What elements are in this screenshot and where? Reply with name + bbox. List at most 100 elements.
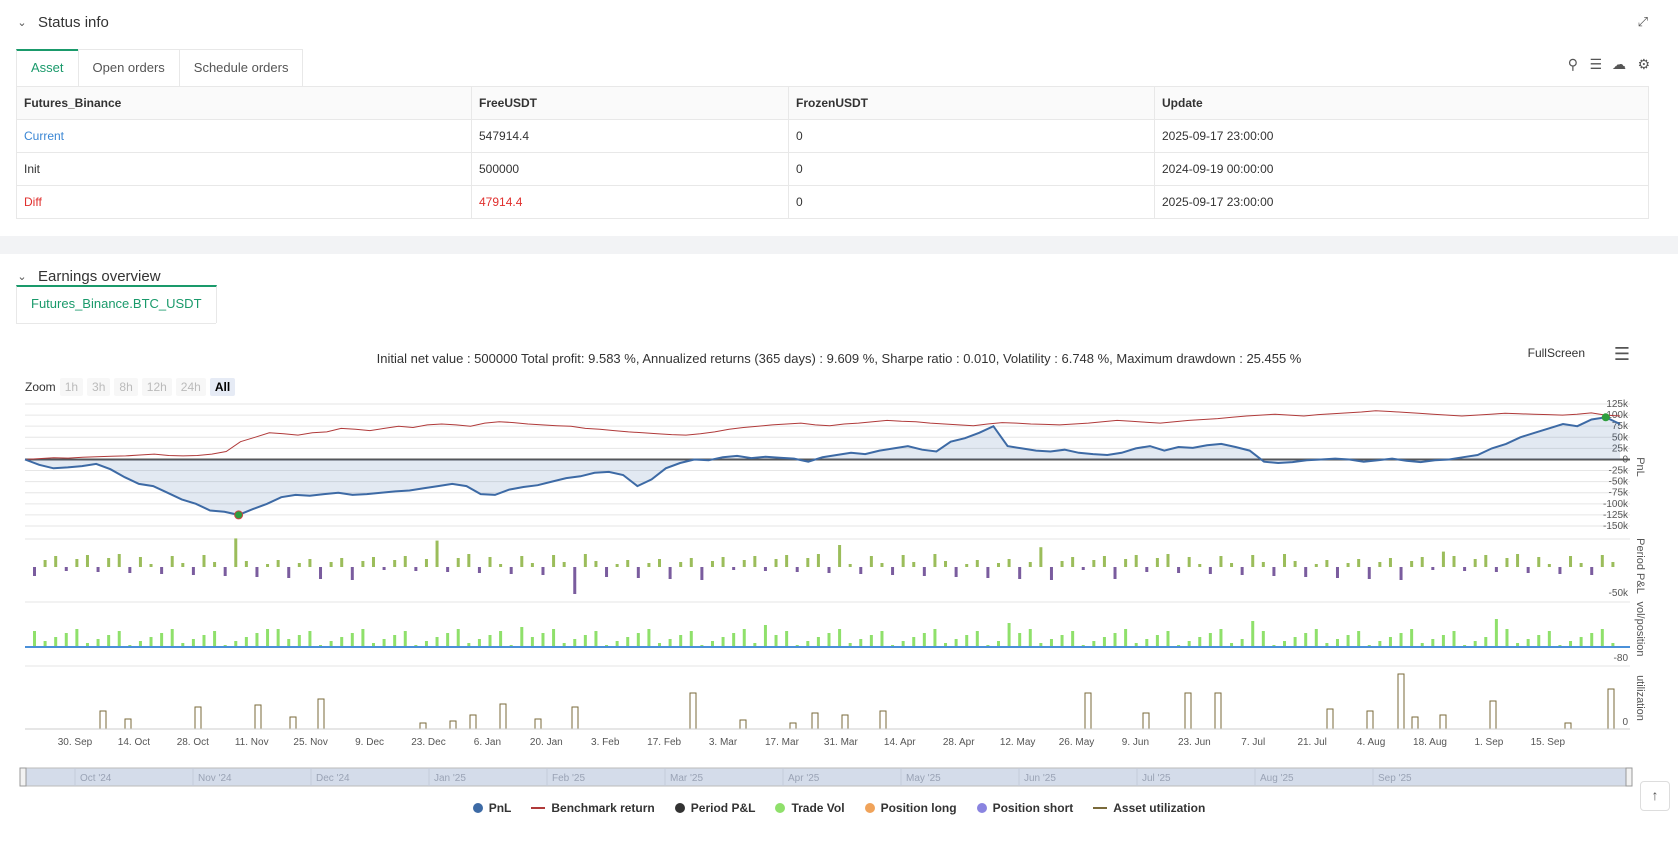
collapse-icon[interactable]: ⤢ [1637, 14, 1648, 29]
zoom-1h-button[interactable]: 1h [59, 378, 84, 396]
pnl-tick-label: 75k [1612, 421, 1629, 432]
status-info-title: Status info [38, 14, 109, 31]
period-pnl-bar [1304, 567, 1308, 577]
period-pnl-bar [806, 558, 810, 567]
period-pnl-bar [1134, 555, 1138, 567]
period-pnl-bar [1124, 559, 1128, 567]
legend-item-asset-utilization[interactable]: Asset utilization [1093, 801, 1205, 815]
earnings-title: Earnings overview [38, 268, 161, 285]
period-pnl-bar [1367, 567, 1371, 579]
period-pnl-bar [679, 562, 683, 567]
benchmark-line-icon [531, 807, 546, 809]
x-tick-label: 14. Apr [884, 737, 916, 748]
trade-vol-bar [530, 637, 534, 647]
status-info-header[interactable]: ⌄ Status info [16, 14, 109, 31]
trade-vol-bar [1018, 633, 1022, 647]
period-pnl-bar [297, 563, 301, 567]
chevron-down-icon[interactable]: ⌄ [17, 271, 27, 283]
period-pnl-bar [848, 564, 852, 567]
zoom-all-button[interactable]: All [209, 378, 236, 396]
earnings-chart[interactable]: 125k100k75k50k25k0-25k-50k-75k-100k-125k… [0, 254, 1678, 859]
period-pnl-bar [509, 567, 513, 574]
trade-vol-bar [287, 639, 291, 647]
earnings-header[interactable]: ⌄ Earnings overview [16, 268, 161, 285]
trade-vol-bar [912, 637, 916, 647]
period-pnl-bar [1283, 554, 1287, 567]
list-icon[interactable]: ☰ [1589, 56, 1602, 72]
trade-vol-bar [1134, 643, 1138, 647]
period-pnl-bar [1526, 567, 1530, 573]
trade-vol-bar [732, 633, 736, 647]
performance-stats: Initial net value : 500000 Total profit:… [376, 351, 1302, 366]
period-pnl-bar [965, 564, 969, 567]
trade-vol-bar [1071, 631, 1075, 647]
trade-vol-bar [933, 629, 937, 647]
tab-asset[interactable]: Asset [16, 49, 79, 87]
period-pnl-bar [1357, 559, 1361, 567]
gear-icon[interactable]: ⚙ [1637, 56, 1650, 72]
period-pnl-bar [1388, 558, 1392, 567]
pnl-dot-icon [472, 803, 483, 813]
search-icon[interactable]: ⚲ [1567, 56, 1578, 72]
legend-item-period-pnl[interactable]: Period P&L [674, 801, 755, 815]
menu-icon[interactable]: ☰ [1613, 344, 1630, 364]
period-pnl-bar [1569, 556, 1573, 567]
trade-vol-bar [1547, 631, 1551, 647]
legend-item-pnl[interactable]: PnL [472, 801, 511, 815]
period-pnl-bar [1579, 563, 1583, 567]
legend-item-position-short[interactable]: Position short [976, 801, 1073, 815]
navigator-label: Aug '25 [1260, 773, 1294, 784]
trade-vol-bar [350, 633, 354, 647]
period-pnl-bar [446, 567, 450, 572]
trade-vol-bar [54, 637, 58, 647]
period-pnl-bar [732, 567, 736, 570]
legend-item-trade-vol[interactable]: Trade Vol [775, 801, 845, 815]
chevron-down-icon[interactable]: ⌄ [17, 17, 27, 29]
zoom-3h-button[interactable]: 3h [87, 378, 111, 396]
legend-label: Benchmark return [551, 801, 655, 815]
x-tick-label: 31. Mar [824, 737, 859, 748]
zoom-24h-button[interactable]: 24h [175, 378, 206, 396]
scroll-top-button[interactable]: ↑ [1640, 781, 1670, 811]
x-tick-label: 1. Sep [1474, 737, 1503, 748]
trade-vol-bar [467, 643, 471, 647]
period-pnl-bar [361, 561, 365, 567]
fullscreen-button[interactable]: FullScreen [1527, 346, 1585, 360]
period-pnl-bar [700, 567, 704, 580]
row-label-current[interactable]: Current [16, 119, 472, 153]
zoom-8h-button[interactable]: 8h [114, 378, 138, 396]
legend-item-benchmark[interactable]: Benchmark return [531, 801, 655, 815]
header-exchange: Futures_Binance [16, 86, 472, 120]
trade-vol-bar [1420, 643, 1424, 647]
period-pnl-bar [1335, 567, 1339, 578]
trade-vol-bar [1526, 639, 1530, 647]
cell: 547914.4 [471, 119, 789, 153]
period-pnl-bar [944, 561, 948, 567]
asset-utilization-bar [1439, 714, 1447, 730]
trade-vol-bar [1473, 641, 1477, 647]
period-pnl-bar [1484, 555, 1488, 567]
period-dot-icon [674, 803, 685, 813]
tab-schedule-orders[interactable]: Schedule orders [178, 49, 304, 86]
period-pnl-bar [541, 567, 545, 575]
x-tick-label: 20. Jan [530, 737, 563, 748]
trade-vol-bar [763, 625, 767, 647]
trade-vol-bar [1007, 623, 1011, 647]
legend-label: Trade Vol [791, 801, 845, 815]
tab-futures-binance-btc-usdt[interactable]: Futures_Binance.BTC_USDT [16, 285, 217, 323]
period-tick-label: -50k [1609, 588, 1629, 599]
cloud-download-icon[interactable]: ☁ [1612, 56, 1626, 72]
zoom-12h-button[interactable]: 12h [141, 378, 172, 396]
period-pnl-bar [393, 560, 397, 567]
trade-vol-bar [859, 639, 863, 647]
trade-vol-bar [1537, 635, 1541, 647]
trade-vol-bar [721, 637, 725, 647]
legend-item-position-long[interactable]: Position long [864, 801, 957, 815]
pnl-tick-label: -125k [1603, 510, 1629, 521]
cell: 2025-09-17 23:00:00 [1154, 185, 1649, 219]
period-pnl-bar [1102, 556, 1106, 567]
tab-open-orders[interactable]: Open orders [77, 49, 180, 86]
period-pnl-bar [329, 562, 333, 567]
trade-vol-bar [541, 633, 545, 647]
zoom-control: Zoom 1h 3h 8h 12h 24h All [25, 378, 236, 396]
